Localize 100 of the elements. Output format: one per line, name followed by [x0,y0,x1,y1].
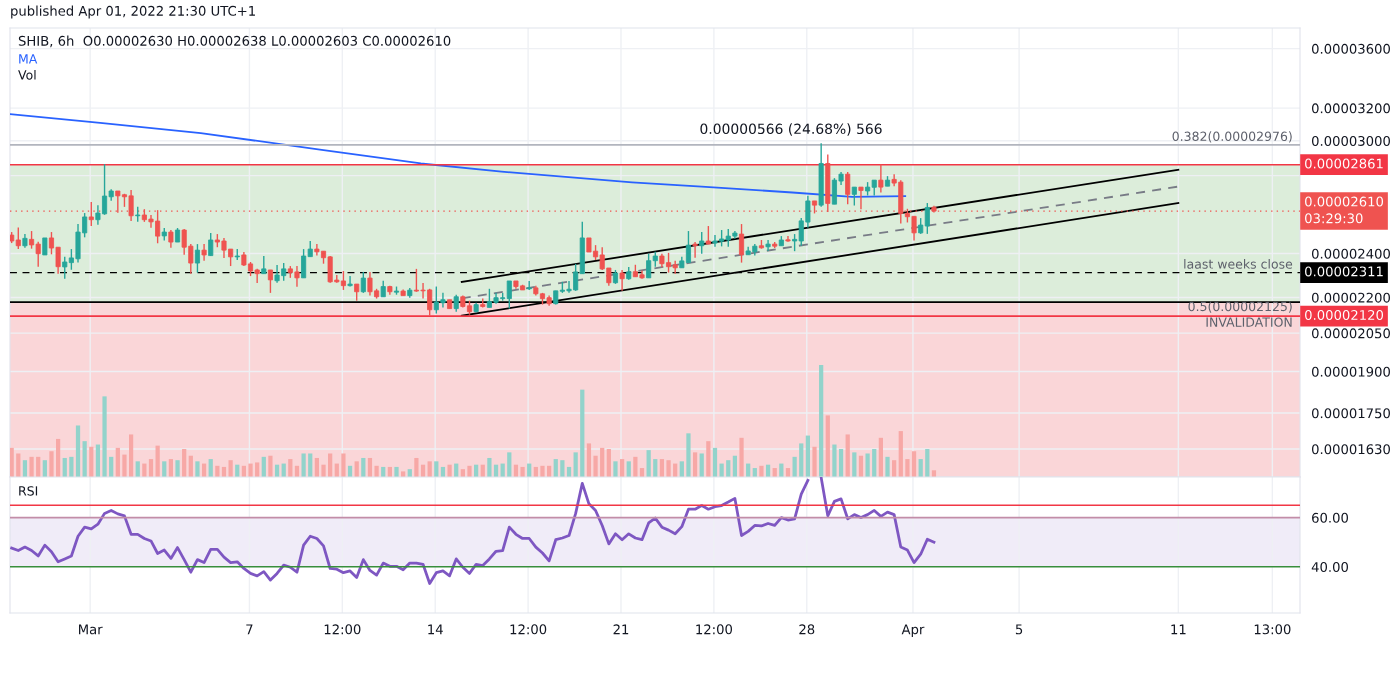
bar [162,461,167,477]
bar [560,460,565,477]
bar [838,449,844,477]
bar [600,447,605,477]
candlestick [699,231,705,255]
bar [182,449,187,477]
bar [155,445,160,477]
bar [95,444,101,477]
bar [321,464,326,477]
bar [865,453,870,477]
candlestick [619,269,625,292]
candlestick [851,186,857,207]
y-tick-label: 0.00003200 [1311,103,1390,114]
bar [255,462,260,477]
y-tick-label: 0.00002400 [1311,248,1390,259]
bar [925,449,930,477]
bar [832,444,837,477]
bar [75,425,81,477]
bar [328,453,333,477]
bar [606,449,611,477]
bar [692,452,698,477]
bar [228,460,233,477]
bar [55,438,61,477]
bar [507,452,512,477]
candlestick [347,275,353,288]
bar [706,441,711,477]
bar [759,465,764,477]
bar [799,443,804,477]
chart-title: published Apr 01, 2022 21:30 UTC+1 [11,5,255,19]
bar [42,460,47,477]
x-tick-label: 21 [613,624,629,635]
bar [268,455,273,477]
bar [16,453,21,477]
bar [646,450,651,477]
annotation: 0.00000566 (24.68%) 566 [700,123,882,136]
bar [845,434,850,477]
bar [885,456,890,477]
y-tick-label: 0.00002050 [1311,328,1390,339]
text: RSI [19,486,38,496]
candlestick [646,253,652,279]
candlestick [15,226,21,250]
x-tick-label: 12:00 [696,624,733,635]
bar [726,460,731,477]
y-tick-label: 0.00001750 [1311,408,1390,419]
bar [374,465,379,477]
bar [82,441,87,477]
y-tick-label: 0.00001630 [1311,444,1390,455]
x-tick-label: 12:00 [510,624,547,635]
bar [248,463,253,477]
bar [812,446,817,477]
candlestick [194,243,200,274]
bar [49,451,54,477]
x-tick-label: 5 [1015,624,1023,635]
bar [626,461,631,477]
bar [613,461,618,477]
bar [892,460,897,477]
bar [10,447,14,477]
bar [586,443,592,477]
x-tick-label: 28 [799,624,815,635]
bar [115,447,120,477]
candlestick [267,269,273,294]
x-tick-label: 13:00 [1254,624,1291,635]
annotation: INVALIDATION [1206,317,1292,327]
bar [354,461,359,477]
ref-line-label: 0.00002861 [1305,158,1383,169]
bar [825,415,830,477]
bar [686,433,691,477]
ref-line-label: 0.00002610 03:29:30 [1305,196,1384,224]
candlestick [692,241,698,259]
candlestick [360,271,366,294]
y-tick-label: 0.00002200 [1311,292,1390,303]
candlestick [924,202,930,235]
bar [467,465,472,477]
x-tick-label: 14 [428,624,443,635]
ref-line-label: 0.00002311 [1305,266,1383,277]
bar [699,453,704,477]
bar [878,437,883,477]
bar [89,446,94,477]
candlestick [878,163,884,194]
candlestick [705,225,711,245]
bar [128,434,134,477]
bar [898,431,903,477]
bar [819,365,824,477]
bar [520,466,525,477]
bar [905,459,910,477]
bar [872,449,877,477]
bar [394,466,399,477]
bar [580,389,585,477]
x-tick-label: 12:00 [324,624,361,635]
candlestick [738,223,745,264]
bar [29,456,34,477]
bar [792,456,797,477]
bar [301,453,306,477]
bar [593,455,598,477]
bar [175,460,180,477]
y-tick-label: 0.00001900 [1311,366,1390,377]
bar [540,465,545,477]
bar [135,461,140,477]
bar [487,457,492,477]
annotation: 0.5(0.00002125) [1188,301,1292,313]
